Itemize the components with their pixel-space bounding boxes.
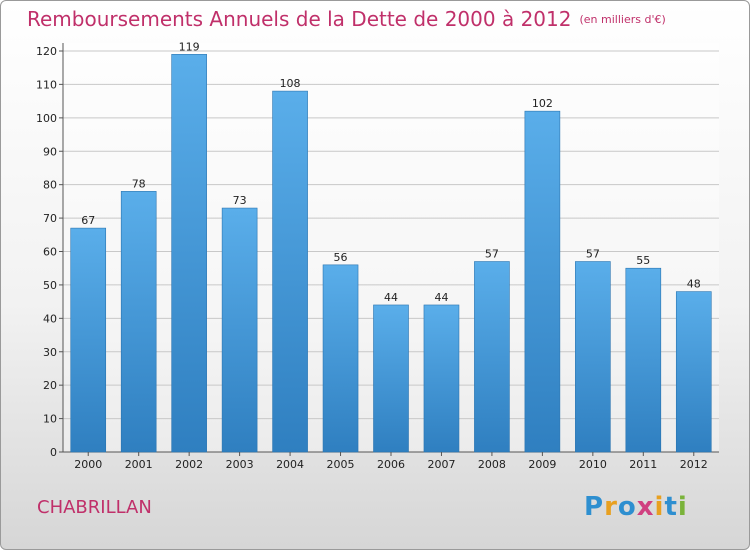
bar-value-label: 55	[636, 254, 650, 267]
bar-2011	[625, 267, 662, 453]
bar-value-label: 57	[586, 248, 600, 261]
logo-letter: i	[654, 492, 665, 522]
y-tick-label: 40	[43, 312, 57, 325]
y-tick-label: 120	[36, 45, 57, 58]
bar-2005	[322, 264, 359, 453]
bar-2006	[373, 304, 409, 453]
bar-2000	[70, 227, 107, 453]
logo-letter: P	[584, 492, 605, 522]
bar-value-label: 78	[132, 177, 146, 190]
bar-2001	[120, 191, 157, 453]
y-tick-label: 90	[43, 145, 57, 158]
logo-letter: r	[604, 492, 618, 522]
x-tick-label: 2001	[125, 458, 153, 471]
y-tick-label: 50	[43, 279, 57, 292]
bar-2010	[575, 261, 611, 453]
y-tick-label: 10	[43, 413, 57, 426]
bar-value-label: 56	[334, 251, 348, 264]
chart-unit-note: (en milliers d'€)	[579, 13, 666, 26]
bar-value-label: 119	[179, 40, 200, 53]
x-tick-label: 2010	[579, 458, 607, 471]
x-tick-label: 2007	[427, 458, 455, 471]
bar-value-label: 44	[384, 291, 398, 304]
bar-value-label: 44	[434, 291, 448, 304]
x-tick-label: 2011	[629, 458, 657, 471]
bar-value-label: 48	[687, 278, 701, 291]
logo-letter: t	[664, 492, 678, 522]
bar-value-label: 102	[532, 97, 553, 110]
bar-value-label: 67	[81, 214, 95, 227]
bar-value-label: 57	[485, 248, 499, 261]
y-tick-label: 110	[36, 78, 57, 91]
y-tick-label: 0	[50, 446, 57, 459]
bar-2004	[272, 90, 308, 453]
y-tick-label: 30	[43, 346, 57, 359]
logo-letter: i	[677, 492, 688, 522]
y-tick-label: 80	[43, 179, 57, 192]
bar-value-label: 108	[280, 77, 301, 90]
y-tick-label: 20	[43, 379, 57, 392]
bar-2009	[524, 110, 561, 453]
bar-2008	[474, 261, 510, 453]
x-tick-label: 2008	[478, 458, 506, 471]
bar-2002	[171, 54, 207, 453]
proxiti-logo: Proxiti	[584, 492, 688, 522]
x-tick-label: 2000	[74, 458, 102, 471]
x-tick-label: 2006	[377, 458, 405, 471]
x-tick-label: 2009	[528, 458, 556, 471]
commune-name: CHABRILLAN	[37, 497, 152, 518]
logo-letter: o	[617, 492, 637, 522]
y-tick-label: 70	[43, 212, 57, 225]
chart-title-text: Remboursements Annuels de la Dette de 20…	[27, 7, 572, 31]
bar-value-label: 73	[233, 194, 247, 207]
y-tick-label: 60	[43, 246, 57, 259]
chart-title: Remboursements Annuels de la Dette de 20…	[27, 7, 666, 31]
bar-2003	[221, 207, 258, 453]
bar-2007	[423, 304, 460, 453]
x-tick-label: 2005	[327, 458, 355, 471]
x-tick-label: 2012	[680, 458, 708, 471]
bar-2012	[675, 291, 712, 453]
x-tick-label: 2003	[226, 458, 254, 471]
x-tick-label: 2004	[276, 458, 304, 471]
logo-letter: x	[636, 492, 655, 522]
y-tick-label: 100	[36, 112, 57, 125]
x-tick-label: 2002	[175, 458, 203, 471]
